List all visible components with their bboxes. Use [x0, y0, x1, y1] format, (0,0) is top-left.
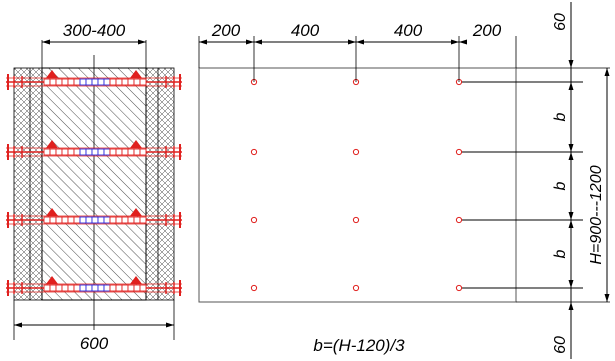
spacing-label-1: 200 [211, 21, 241, 40]
bolt-hole [250, 216, 258, 224]
elevation-view: 200 400 400 200 60 b b b 60 [198, 2, 610, 359]
top-width-label: 300-400 [63, 21, 126, 40]
bolt-hole [455, 284, 463, 292]
bolt-hole [250, 148, 258, 156]
overall-height-dimension: H=900---1200 [588, 68, 610, 302]
bolt-hole [352, 284, 360, 292]
bottom-width-label: 600 [80, 334, 109, 353]
wall-panel [198, 67, 517, 303]
bolt-hole [455, 216, 463, 224]
bolt-hole [352, 148, 360, 156]
tie-row [6, 70, 182, 90]
tie-row [6, 208, 182, 228]
bottom-dimension: 600 [13, 300, 175, 353]
spacing-b-label-3: b [552, 249, 569, 258]
height-label: H=900---1200 [588, 165, 605, 264]
b-formula: b=(H-120)/3 [313, 336, 405, 355]
section-view: 300-400 600 [6, 21, 182, 353]
tie-rows [6, 70, 182, 296]
top-edge-label: 60 [552, 13, 569, 31]
spacing-label-2: 400 [291, 21, 320, 40]
spacing-label-3: 400 [394, 21, 423, 40]
tie-row [6, 140, 182, 160]
bolt-hole [250, 284, 258, 292]
vertical-dimension-chain: 60 b b b 60 [516, 2, 610, 359]
bottom-edge-label: 60 [552, 336, 569, 354]
top-dimension: 300-400 [41, 21, 147, 68]
bolt-grid [250, 78, 583, 292]
bolt-hole [455, 148, 463, 156]
tie-row [6, 276, 182, 296]
spacing-b-label-2: b [552, 181, 569, 190]
horizontal-dimension-chain: 200 400 400 200 [198, 21, 517, 82]
spacing-label-4: 200 [472, 21, 502, 40]
bolt-hole [352, 216, 360, 224]
spacing-b-label-1: b [552, 112, 569, 121]
